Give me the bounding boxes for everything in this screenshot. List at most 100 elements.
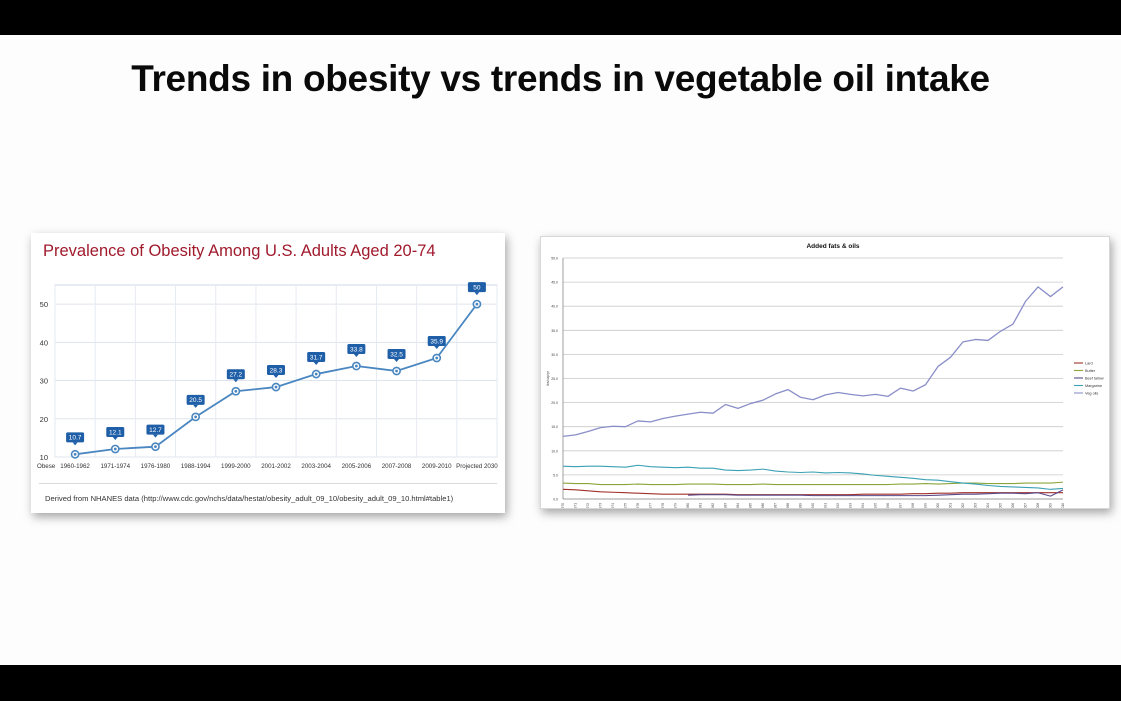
data-label: 27.2 bbox=[229, 372, 242, 379]
x-tick-label: 2006 bbox=[1011, 503, 1015, 508]
x-tick-label: 2001 bbox=[949, 503, 953, 508]
x-tick-label: 1992 bbox=[836, 503, 840, 508]
y-tick-label: 50.0 bbox=[551, 257, 558, 261]
data-label: 31.7 bbox=[310, 354, 323, 361]
x-tick-label: 1998 bbox=[911, 503, 915, 508]
x-tick-label: 1995 bbox=[874, 503, 878, 508]
legend-entry: Butter bbox=[1085, 369, 1096, 373]
x-tick-label: 1976-1980 bbox=[141, 463, 171, 470]
data-label-pointer bbox=[394, 359, 400, 362]
x-tick-label: 1971 bbox=[574, 503, 578, 508]
data-label-box bbox=[106, 426, 125, 437]
x-tick-label: 2005 bbox=[999, 503, 1003, 508]
data-label: 50 bbox=[473, 284, 481, 291]
x-tick-label: 2001-2002 bbox=[261, 463, 291, 470]
data-label: 20.5 bbox=[189, 397, 202, 404]
data-label: 35.9 bbox=[430, 338, 443, 345]
data-label-box bbox=[66, 432, 85, 443]
data-label: 32.5 bbox=[390, 351, 403, 358]
x-tick-label: 2003 bbox=[974, 503, 978, 508]
x-tick-label: 1979 bbox=[674, 503, 678, 508]
y-tick-label: 10.0 bbox=[551, 449, 558, 453]
x-tick-label: 1990 bbox=[811, 503, 815, 508]
legend-entry: Veg oils bbox=[1085, 391, 1098, 395]
data-label-pointer bbox=[353, 354, 359, 358]
y-tick-label: 20 bbox=[40, 415, 48, 424]
x-tick-label: 1975 bbox=[624, 503, 628, 508]
data-label-box bbox=[307, 352, 326, 363]
x-tick-label: 1974 bbox=[611, 503, 615, 508]
data-label-pointer bbox=[313, 362, 319, 366]
series-line bbox=[687, 489, 1064, 497]
x-tick-label: 1960-1962 bbox=[60, 463, 90, 470]
y-tick-label: 45.0 bbox=[551, 281, 558, 285]
y-tick-label: 30.0 bbox=[551, 353, 558, 357]
data-label-box bbox=[226, 369, 245, 380]
x-tick-label: 2009 bbox=[1049, 503, 1053, 508]
x-tick-label: 1985 bbox=[749, 503, 753, 508]
obesity-chart-footnote: Derived from NHANES data (http://www.cdc… bbox=[45, 494, 454, 503]
legend-entry: Margarine bbox=[1085, 384, 1102, 388]
x-tick-label: 2008 bbox=[1036, 503, 1040, 508]
x-tick-label: 2010 bbox=[1061, 503, 1065, 508]
data-label-box bbox=[186, 394, 205, 405]
x-tick-label: 1991 bbox=[824, 503, 828, 508]
x-tick-label: 1976 bbox=[636, 503, 640, 508]
y-axis-label: lbs/cap/yr bbox=[546, 370, 550, 386]
y-tick-label: 40 bbox=[40, 338, 48, 347]
data-label-pointer bbox=[434, 346, 440, 350]
data-point-center bbox=[73, 452, 77, 456]
data-label: 12.7 bbox=[149, 427, 162, 434]
data-point-center bbox=[395, 369, 398, 373]
data-point-center bbox=[475, 302, 479, 306]
x-tick-label: 1980 bbox=[686, 503, 690, 508]
x-tick-label: 1999-2000 bbox=[221, 463, 251, 470]
x-tick-label: 1988 bbox=[786, 503, 790, 508]
x-tick-label: 2000 bbox=[936, 503, 940, 508]
x-tick-label: 2004 bbox=[986, 503, 990, 508]
x-tick-label: 1981 bbox=[699, 503, 703, 508]
slide-title: Trends in obesity vs trends in vegetable… bbox=[131, 58, 990, 99]
x-tick-label: 2003-2004 bbox=[301, 463, 331, 470]
data-label-pointer bbox=[233, 379, 239, 383]
x-tick-label: 1996 bbox=[886, 503, 890, 508]
x-tick-label: 1978 bbox=[661, 503, 665, 508]
series-line bbox=[562, 464, 1064, 490]
data-label-box bbox=[387, 349, 406, 359]
data-label-box bbox=[267, 365, 285, 376]
data-label-pointer bbox=[72, 442, 78, 446]
data-label-pointer bbox=[112, 436, 118, 440]
data-point-center bbox=[154, 445, 157, 449]
y-tick-label: 15.0 bbox=[551, 425, 558, 429]
row-label: Obese bbox=[37, 463, 56, 470]
series-line bbox=[562, 286, 1064, 437]
data-label: 10.7 bbox=[69, 435, 82, 442]
y-tick-label: 30 bbox=[40, 377, 48, 386]
y-tick-label: 40.0 bbox=[551, 305, 558, 309]
x-tick-label: 1987 bbox=[774, 503, 778, 508]
x-tick-label: 1993 bbox=[849, 503, 853, 508]
series-line bbox=[562, 488, 1063, 496]
x-tick-label: 2009-2010 bbox=[422, 463, 452, 470]
data-label-box bbox=[467, 282, 486, 293]
data-point-center bbox=[234, 389, 238, 393]
x-tick-label: 2005-2006 bbox=[342, 463, 372, 470]
data-label-pointer bbox=[193, 404, 199, 408]
x-tick-label: 1997 bbox=[899, 503, 903, 508]
x-tick-label: 1973 bbox=[599, 503, 603, 508]
data-point-center bbox=[314, 372, 318, 376]
x-tick-label: 1983 bbox=[724, 503, 728, 508]
x-tick-label: 1984 bbox=[736, 503, 740, 508]
y-tick-label: 25.0 bbox=[551, 377, 558, 381]
data-label-pointer bbox=[474, 292, 480, 296]
y-tick-label: 0.0 bbox=[553, 498, 558, 502]
x-tick-label: 2002 bbox=[961, 503, 965, 508]
data-point-center bbox=[354, 364, 358, 368]
obesity-chart-panel: Prevalence of Obesity Among U.S. Adults … bbox=[31, 233, 505, 513]
x-tick-label: 2007 bbox=[1024, 503, 1028, 508]
x-tick-label: 1972 bbox=[586, 503, 590, 508]
x-tick-label: 1977 bbox=[649, 503, 653, 508]
data-point-center bbox=[274, 385, 278, 389]
y-tick-label: 5.0 bbox=[553, 473, 558, 477]
obesity-chart: 10 20 30 40 50 Obese 1960-1962 1971-1974 1976-19… bbox=[37, 282, 498, 470]
